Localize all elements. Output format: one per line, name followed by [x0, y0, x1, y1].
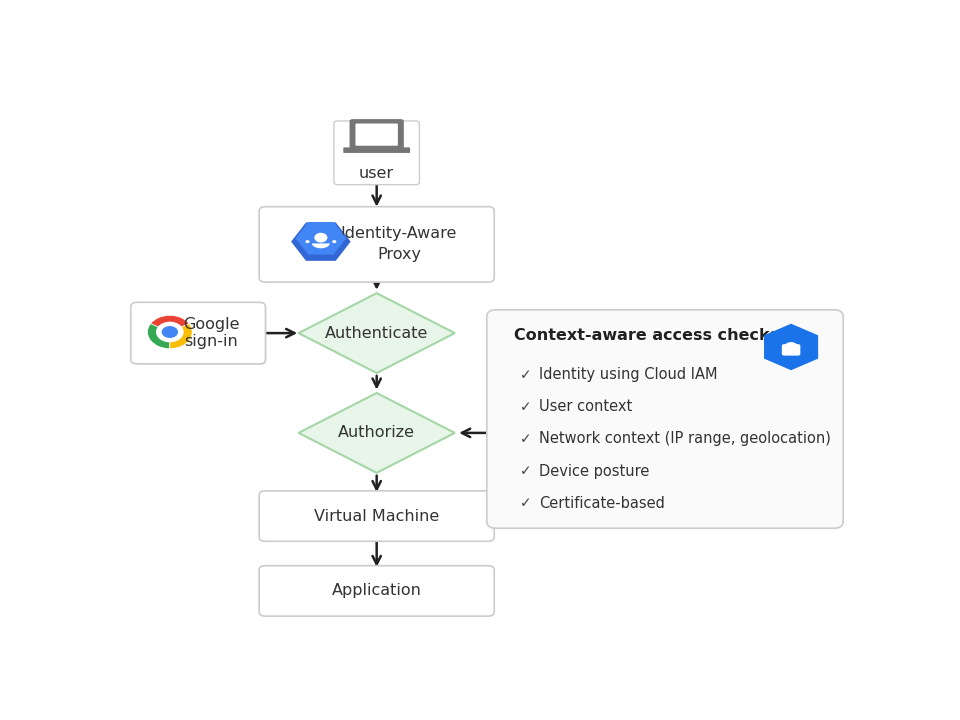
Polygon shape — [299, 393, 455, 473]
Polygon shape — [299, 293, 455, 373]
Wedge shape — [151, 315, 189, 332]
Text: Identity-Aware: Identity-Aware — [341, 226, 457, 240]
FancyBboxPatch shape — [131, 302, 266, 364]
Text: Context-aware access checks:: Context-aware access checks: — [515, 328, 786, 343]
Text: Network context (IP range, geolocation): Network context (IP range, geolocation) — [539, 431, 830, 446]
Text: Virtual Machine: Virtual Machine — [314, 508, 440, 523]
FancyBboxPatch shape — [334, 121, 420, 184]
Text: Proxy: Proxy — [377, 247, 421, 262]
Circle shape — [332, 240, 336, 243]
Circle shape — [156, 322, 183, 342]
Polygon shape — [312, 243, 330, 248]
FancyBboxPatch shape — [259, 207, 494, 282]
Text: Authorize: Authorize — [338, 426, 415, 441]
Polygon shape — [764, 324, 818, 370]
Text: ✓: ✓ — [519, 432, 531, 446]
FancyBboxPatch shape — [355, 124, 397, 145]
Text: Authenticate: Authenticate — [325, 325, 428, 341]
Text: ✓: ✓ — [519, 400, 531, 414]
Text: ✓: ✓ — [519, 464, 531, 478]
Text: Device posture: Device posture — [539, 464, 649, 479]
Text: User context: User context — [539, 400, 632, 414]
Circle shape — [314, 233, 327, 243]
Circle shape — [305, 240, 309, 243]
Polygon shape — [291, 222, 350, 261]
Wedge shape — [148, 324, 170, 348]
FancyBboxPatch shape — [344, 148, 410, 153]
FancyBboxPatch shape — [259, 566, 494, 616]
Polygon shape — [296, 222, 347, 255]
Text: Application: Application — [332, 583, 421, 598]
Text: user: user — [359, 166, 395, 181]
Text: sign-in: sign-in — [184, 335, 238, 349]
FancyBboxPatch shape — [259, 491, 494, 541]
FancyBboxPatch shape — [487, 310, 843, 528]
Text: Identity using Cloud IAM: Identity using Cloud IAM — [539, 367, 717, 382]
FancyBboxPatch shape — [134, 305, 266, 364]
Text: ✓: ✓ — [519, 368, 531, 382]
Text: ✓: ✓ — [519, 496, 531, 510]
Text: Certificate-based: Certificate-based — [539, 496, 664, 510]
Circle shape — [161, 325, 179, 338]
FancyBboxPatch shape — [349, 119, 404, 150]
Wedge shape — [170, 324, 192, 348]
Text: Google: Google — [183, 317, 240, 332]
FancyBboxPatch shape — [781, 344, 801, 356]
